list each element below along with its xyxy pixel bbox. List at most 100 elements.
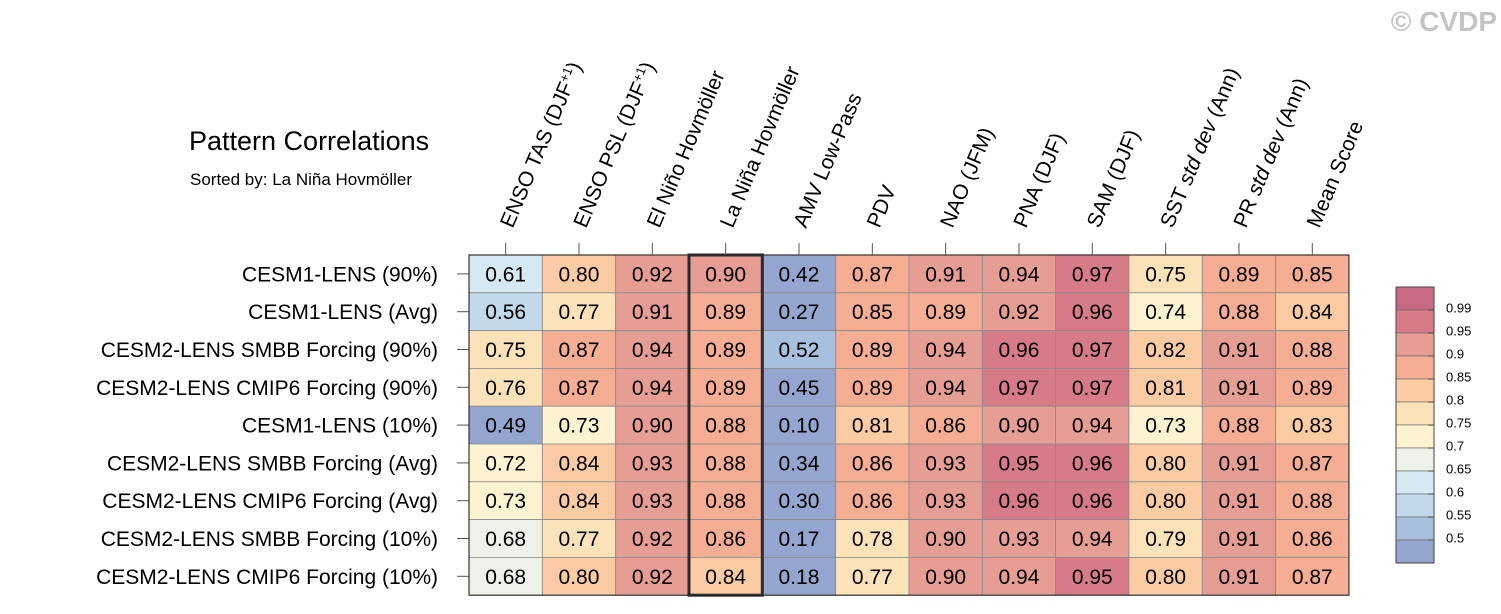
cell-value: 0.85 [852, 301, 893, 324]
cell-value: 0.88 [705, 490, 746, 513]
cell-value: 0.97 [1072, 377, 1113, 400]
cell-value: 0.75 [485, 339, 526, 362]
column-label: NAO (JFM) [936, 124, 999, 231]
row-label: CESM2-LENS SMBB Forcing (90%) [101, 339, 438, 362]
heatmap-cell [835, 443, 910, 483]
row-label: CESM1-LENS (10%) [242, 415, 438, 438]
cell-value: 0.94 [1072, 528, 1113, 551]
cell-value: 0.73 [485, 490, 526, 513]
cell-value: 0.88 [1292, 490, 1333, 513]
cell-value: 0.83 [1292, 415, 1333, 438]
heatmap-cell [1055, 481, 1130, 520]
heatmap-cell [1275, 481, 1350, 520]
cell-value: 0.92 [632, 263, 673, 286]
heatmap-cell [1128, 519, 1203, 558]
column-label: PNA (DJF) [1009, 130, 1069, 231]
row-label: CESM2-LENS SMBB Forcing (Avg) [107, 452, 438, 475]
heatmap-cell [981, 443, 1057, 483]
cell-value: 0.89 [1219, 263, 1260, 286]
colorbar-segment [1395, 447, 1435, 472]
cell-value: 0.84 [559, 452, 600, 475]
heatmap-cell [1055, 557, 1130, 596]
heatmap-cell [541, 519, 617, 558]
cell-value: 0.89 [705, 339, 746, 362]
copyright-watermark: © CVDP [1390, 6, 1497, 37]
cell-value: 0.91 [1219, 528, 1260, 551]
cell-value: 0.80 [1145, 490, 1186, 513]
heatmap-cell [835, 557, 910, 596]
colorbar-label: 0.75 [1446, 416, 1471, 431]
cell-value: 0.86 [925, 415, 966, 438]
cell-value: 0.92 [632, 528, 673, 551]
cell-value: 0.91 [632, 301, 673, 324]
cell-value: 0.79 [1145, 528, 1186, 551]
cell-value: 0.94 [1072, 415, 1113, 438]
heatmap-cell [468, 330, 543, 369]
colorbar-label: 0.8 [1446, 393, 1464, 408]
cell-value: 0.89 [852, 339, 893, 362]
cell-value: 0.97 [1072, 263, 1113, 286]
colorbar-segment [1395, 378, 1435, 403]
heatmap-cell [1055, 292, 1130, 331]
heatmap-cell [468, 443, 543, 483]
heatmap-cell [981, 557, 1057, 596]
heatmap-cell [1128, 443, 1203, 483]
heatmap-cell [908, 443, 983, 483]
heatmap-cell [1275, 443, 1350, 483]
colorbar-label: 0.99 [1446, 301, 1471, 316]
cell-value: 0.96 [999, 490, 1040, 513]
cell-value: 0.89 [705, 301, 746, 324]
cell-value: 0.73 [559, 415, 600, 438]
heatmap-cell [1055, 405, 1130, 445]
column-label: ENSO TAS (DJF+1) [495, 58, 587, 231]
colorbar-label: 0.55 [1446, 508, 1471, 523]
heatmap-cell [541, 557, 617, 596]
column-label: PR std dev (Ann) [1229, 75, 1313, 231]
heatmap-cell [1128, 367, 1203, 407]
heatmap-cell [1128, 557, 1203, 596]
cell-value: 0.86 [852, 490, 893, 513]
cell-value: 0.96 [1072, 452, 1113, 475]
heatmap-cell [908, 481, 983, 520]
cell-value: 0.61 [485, 263, 526, 286]
cell-value: 0.80 [559, 566, 600, 589]
cell-value: 0.90 [925, 566, 966, 589]
heatmap-cell [908, 330, 983, 369]
row-label: CESM2-LENS CMIP6 Forcing (90%) [96, 377, 438, 400]
heatmap-cell [761, 443, 837, 483]
cell-value: 0.73 [1145, 415, 1186, 438]
cell-value: 0.92 [632, 566, 673, 589]
cell-value: 0.68 [485, 566, 526, 589]
colorbar-label: 0.65 [1446, 462, 1471, 477]
cell-value: 0.89 [1292, 377, 1333, 400]
cell-value: 0.90 [925, 528, 966, 551]
cell-value: 0.80 [1145, 452, 1186, 475]
cell-value: 0.94 [632, 377, 673, 400]
cell-value: 0.97 [1072, 339, 1113, 362]
heatmap-cell [1201, 292, 1277, 331]
cell-value: 0.94 [925, 339, 966, 362]
cell-value: 0.91 [925, 263, 966, 286]
heatmap-cell [468, 405, 543, 445]
cell-value: 0.96 [1072, 490, 1113, 513]
row-label: CESM1-LENS (Avg) [248, 301, 438, 324]
cell-value: 0.84 [705, 566, 746, 589]
cell-value: 0.89 [925, 301, 966, 324]
colorbar-segment [1395, 493, 1435, 518]
cell-value: 0.88 [705, 452, 746, 475]
chart-title: Pattern Correlations [189, 126, 430, 156]
heatmap-cell [761, 330, 837, 369]
column-label: SST std dev (Ann) [1156, 64, 1244, 231]
heatmap-cell [981, 330, 1057, 369]
heatmap-cell [615, 330, 690, 369]
heatmap-cell [1201, 519, 1277, 558]
heatmap-cell [835, 330, 910, 369]
cell-value: 0.77 [559, 528, 600, 551]
cell-value: 0.91 [1219, 339, 1260, 362]
colorbar-segment [1395, 470, 1435, 495]
heatmap-cell [615, 481, 690, 520]
colorbar-label: 0.7 [1446, 439, 1464, 454]
cell-value: 0.93 [632, 452, 673, 475]
cell-value: 0.87 [559, 377, 600, 400]
cell-value: 0.93 [632, 490, 673, 513]
